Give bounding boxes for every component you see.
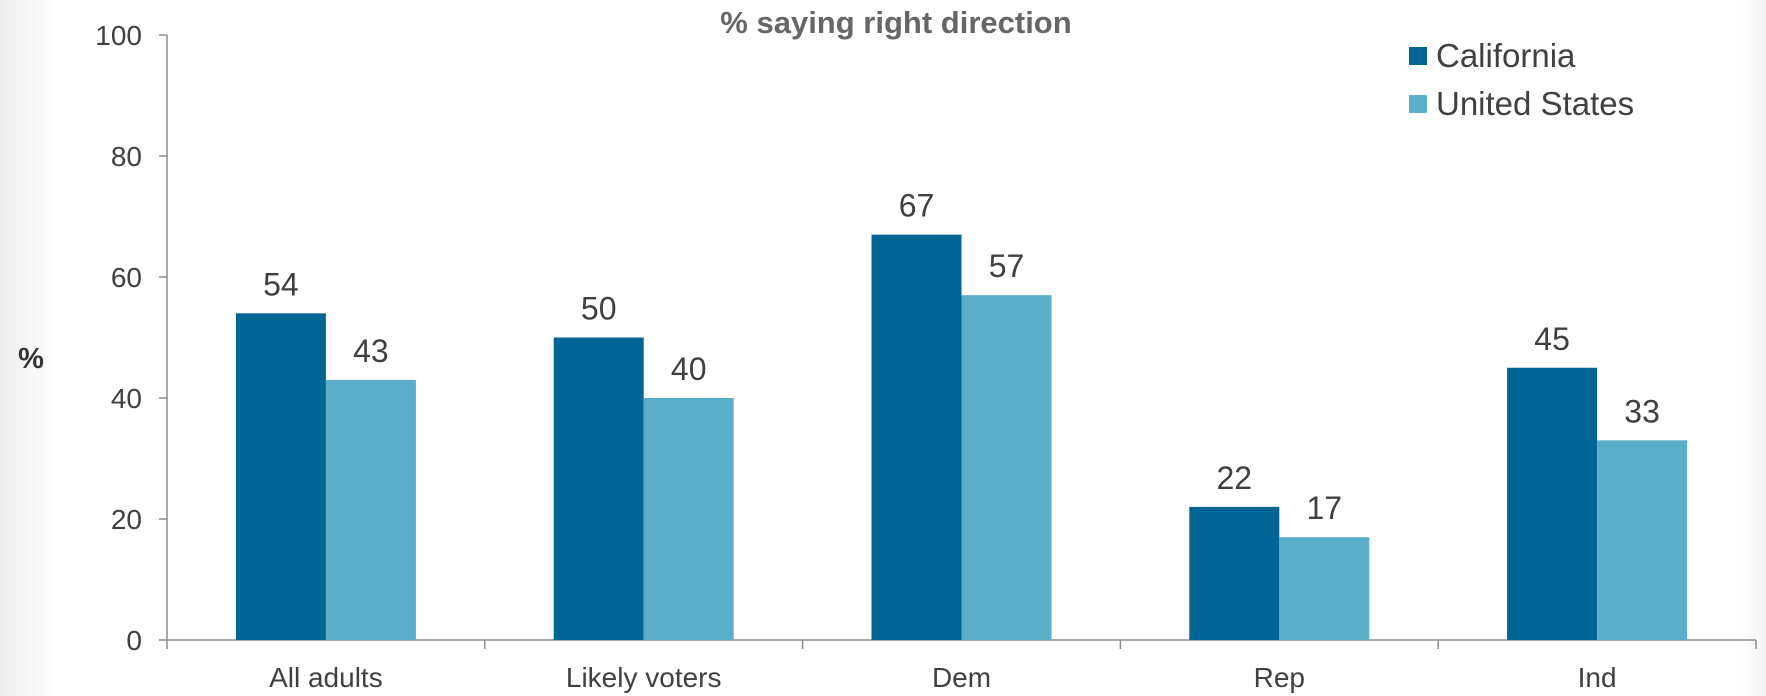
- legend-label: California: [1436, 37, 1576, 74]
- y-tick-label: 40: [111, 383, 142, 414]
- x-tick-label: All adults: [269, 662, 383, 693]
- x-tick-label: Ind: [1578, 662, 1617, 693]
- legend-label: United States: [1436, 85, 1634, 122]
- bar: [553, 337, 644, 640]
- y-tick-label: 100: [95, 20, 142, 51]
- data-label: 40: [671, 351, 707, 387]
- x-tick-label: Likely voters: [566, 662, 722, 693]
- y-tick-label: 20: [111, 504, 142, 535]
- bar: [961, 295, 1052, 640]
- x-tick-label: Dem: [932, 662, 991, 693]
- bar: [1189, 506, 1280, 640]
- bar: [1597, 440, 1688, 640]
- y-tick-label: 0: [126, 625, 142, 656]
- data-label: 43: [353, 333, 389, 369]
- data-label: 17: [1307, 490, 1343, 526]
- y-axis-label: %: [18, 343, 44, 375]
- data-label: 57: [989, 248, 1025, 284]
- data-label: 22: [1217, 460, 1253, 496]
- bar: [871, 234, 962, 640]
- y-tick-label: 80: [111, 141, 142, 172]
- data-labels: 54 43 50 40 67 57 22 17 45 33: [263, 188, 1660, 527]
- bar: [235, 313, 326, 640]
- data-label: 54: [263, 266, 299, 302]
- bar: [325, 379, 416, 640]
- data-label: 50: [581, 291, 617, 327]
- legend-swatch: [1409, 47, 1427, 65]
- data-label: 67: [899, 188, 935, 224]
- legend: California United States: [1409, 37, 1634, 122]
- bars: [235, 234, 1688, 640]
- legend-swatch: [1409, 95, 1427, 113]
- bar: [1507, 367, 1598, 640]
- axes: 0 20 40 60 80 100 All adults Likely voters Dem Re…: [95, 20, 1757, 693]
- chart-title: % saying right direction: [720, 5, 1071, 40]
- y-tick-label: 60: [111, 262, 142, 293]
- bar: [643, 398, 734, 640]
- x-tick-label: Rep: [1254, 662, 1305, 693]
- data-label: 33: [1624, 393, 1660, 429]
- data-label: 45: [1534, 321, 1570, 357]
- bar: [1279, 537, 1370, 640]
